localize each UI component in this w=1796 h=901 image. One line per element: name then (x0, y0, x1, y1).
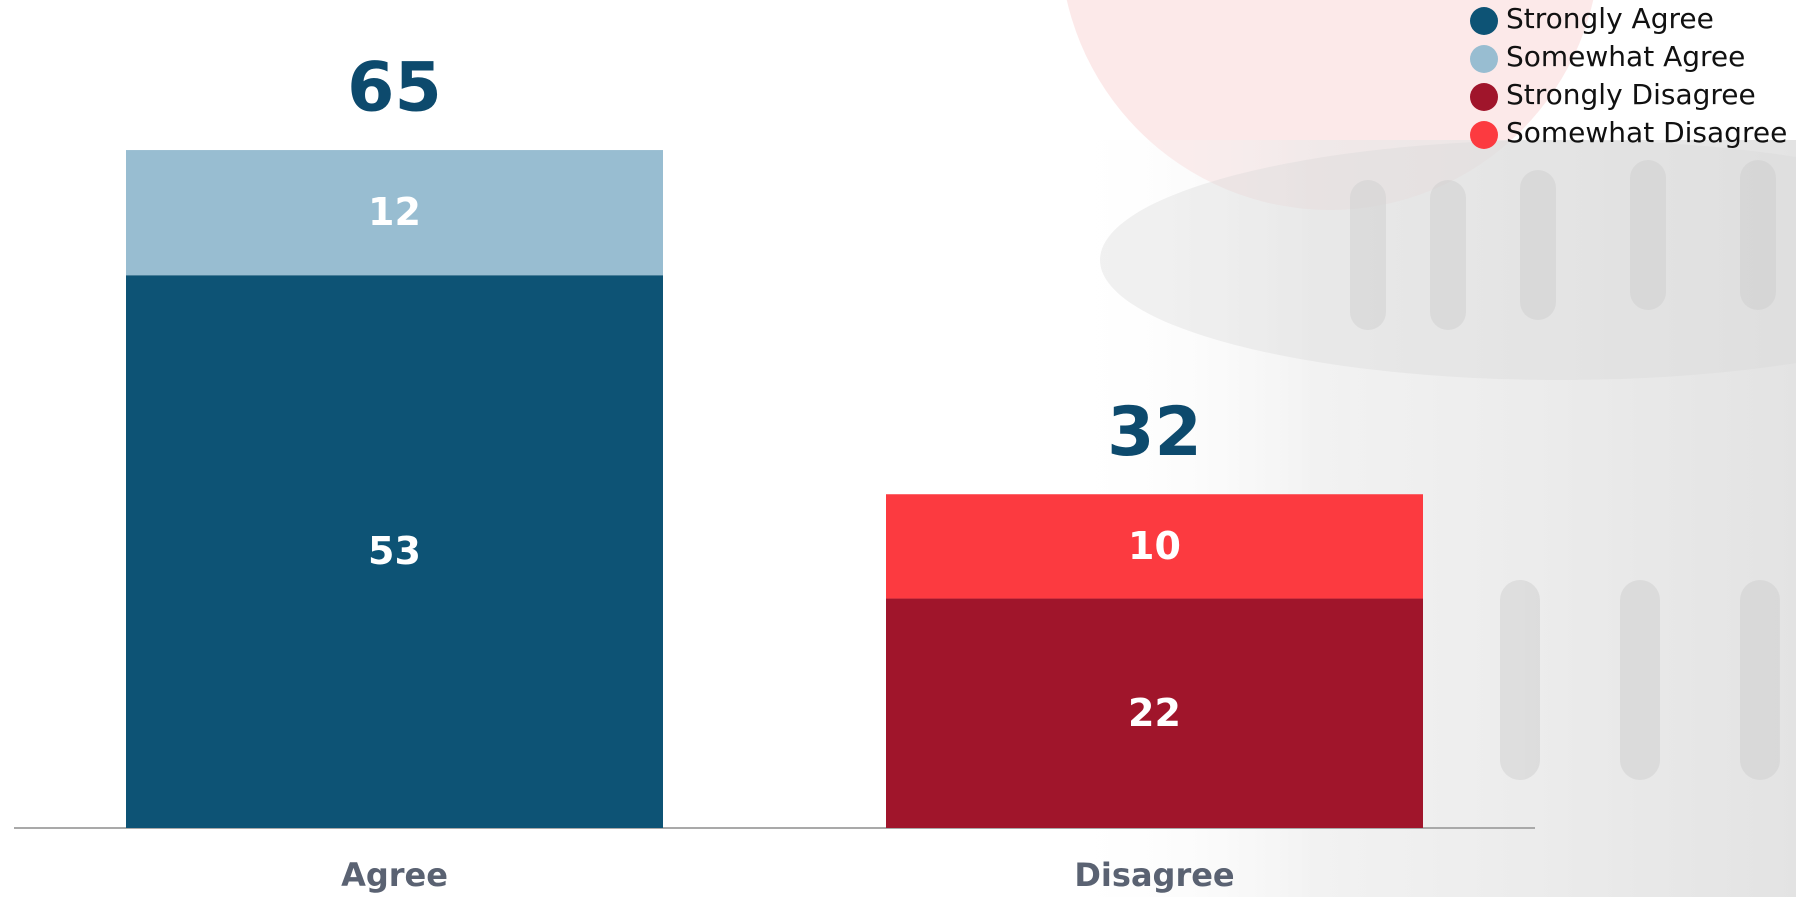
bar-segment (886, 494, 1423, 599)
x-tick-label: Agree (341, 856, 448, 894)
legend-label: Somewhat Disagree (1506, 116, 1787, 149)
legend-marker (1470, 83, 1498, 111)
total-label: 65 (347, 49, 442, 128)
segment-label: 53 (368, 529, 421, 573)
legend-marker (1470, 7, 1498, 35)
bar-segment (126, 150, 663, 276)
segment-label: 22 (1128, 691, 1181, 735)
legend-label: Strongly Disagree (1506, 78, 1756, 111)
x-tick-label: Disagree (1074, 856, 1234, 894)
total-label: 32 (1107, 393, 1202, 472)
bar-segment (886, 598, 1423, 828)
legend-label: Strongly Agree (1506, 2, 1714, 35)
bar-segment (126, 275, 663, 829)
segment-label: 12 (368, 190, 421, 234)
legend-marker (1470, 45, 1498, 73)
legend-label: Somewhat Agree (1506, 40, 1745, 73)
legend-marker (1470, 121, 1498, 149)
segment-label: 10 (1128, 524, 1181, 568)
